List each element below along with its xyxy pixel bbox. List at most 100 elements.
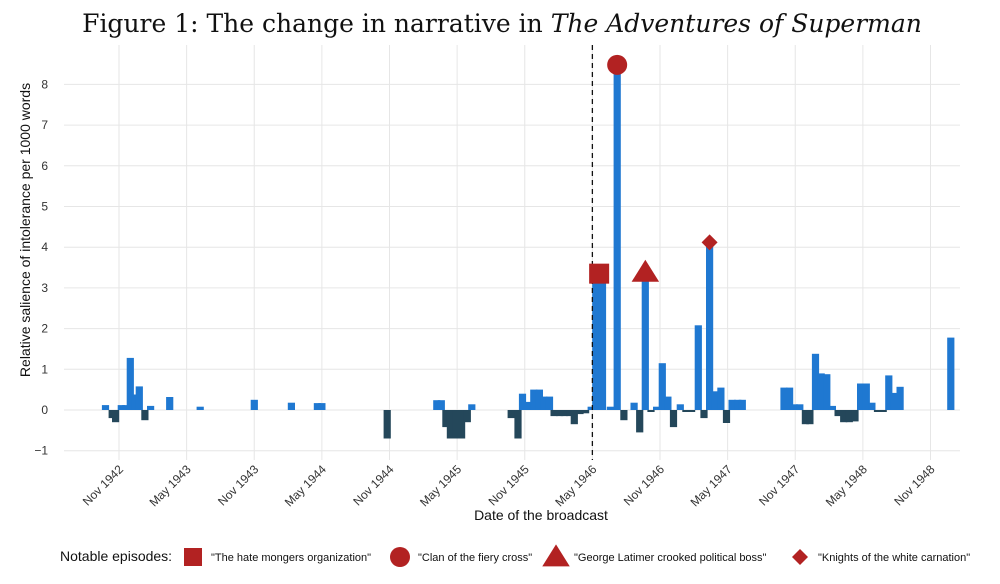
bar-13 [287, 402, 295, 410]
bar-48 [641, 272, 649, 410]
bar-5 [126, 357, 134, 410]
bar-56 [688, 410, 696, 412]
bar-82 [868, 402, 876, 410]
bar-71 [806, 410, 814, 425]
bar-37 [570, 410, 578, 425]
bar-4 [122, 405, 130, 410]
bar-7 [135, 386, 143, 410]
y-tick-label: −1 [34, 444, 48, 458]
bar-43 [606, 406, 614, 410]
bar-61 [717, 387, 725, 410]
x-tick-label: Nov 1947 [756, 462, 802, 508]
bar-51 [658, 363, 666, 410]
x-tick-label: Nov 1945 [486, 462, 532, 508]
bar-83 [873, 410, 882, 412]
bar-31 [540, 396, 548, 410]
bars [101, 66, 955, 439]
y-tick-label: 1 [41, 362, 48, 376]
x-tick-label: May 1944 [282, 462, 329, 509]
bar-67 [786, 387, 794, 410]
chart-title-prefix: Figure 1: The change in narrative in [82, 9, 551, 38]
bar-70 [801, 410, 809, 425]
y-tick-label: 6 [41, 159, 48, 173]
bar-81 [862, 383, 870, 410]
x-axis-label: Date of the broadcast [474, 507, 608, 523]
bar-18 [437, 400, 445, 410]
markers [589, 54, 718, 284]
legend-marker-circle [390, 547, 410, 567]
bar-64 [734, 399, 742, 410]
bar-80 [857, 383, 865, 410]
bar-24 [468, 404, 476, 410]
y-tick-label: 4 [41, 240, 48, 254]
episode-marker-circle [607, 54, 628, 75]
y-tick-label: 0 [41, 403, 48, 417]
bar-15 [318, 403, 326, 410]
bar-35 [560, 410, 568, 417]
bar-2 [112, 410, 120, 423]
bar-75 [828, 405, 836, 410]
bar-54 [676, 404, 684, 410]
x-tick-label: Nov 1946 [621, 462, 667, 508]
bar-72 [811, 353, 820, 410]
bar-73 [817, 373, 825, 410]
bar-8 [141, 410, 149, 421]
x-tick-label: May 1945 [417, 462, 464, 509]
bar-52 [664, 396, 672, 410]
legend-label: "Knights of the white carnation" [818, 552, 970, 564]
bar-74 [823, 374, 831, 410]
y-tick-label: 2 [41, 322, 48, 336]
bar-0 [101, 405, 110, 410]
bar-53 [669, 410, 678, 428]
bar-47 [636, 410, 644, 433]
legend: Notable episodes: "The hate mongers orga… [60, 544, 970, 567]
bar-78 [845, 410, 853, 423]
bar-50 [653, 406, 661, 410]
bar-10 [166, 397, 174, 410]
legend-label: "Clan of the fiery cross" [418, 552, 532, 564]
bar-9 [147, 405, 155, 410]
legend-marker-square [184, 548, 202, 566]
bar-77 [840, 410, 848, 423]
bar-34 [556, 410, 564, 417]
legend-label: "The hate mongers organization" [211, 552, 371, 564]
bar-88 [947, 337, 955, 410]
bar-85 [885, 375, 893, 410]
bar-76 [834, 410, 842, 417]
bar-12 [250, 399, 258, 410]
bar-84 [879, 410, 887, 412]
episode-marker-diamond [701, 234, 718, 251]
bar-30 [535, 389, 543, 410]
bar-29 [530, 389, 538, 410]
bar-11 [196, 406, 204, 410]
x-tick-label: May 1943 [147, 462, 194, 509]
episode-marker-square [589, 263, 610, 284]
bar-32 [545, 396, 554, 410]
bar-44 [613, 66, 621, 410]
bar-45 [620, 410, 628, 421]
legend-label: "George Latimer crooked political boss" [574, 552, 767, 564]
bar-60 [711, 391, 719, 410]
bar-27 [518, 393, 527, 410]
bar-40 [587, 406, 595, 410]
y-axis-label: Relative salience of intolerance per 100… [17, 83, 33, 377]
bar-19 [442, 410, 450, 428]
y-tick-label: 5 [41, 200, 48, 214]
bar-36 [566, 410, 574, 417]
bar-65 [738, 399, 746, 410]
bar-87 [896, 386, 904, 410]
bar-14 [313, 403, 321, 410]
bar-49 [647, 410, 655, 412]
bar-20 [446, 410, 454, 439]
bar-86 [890, 392, 898, 410]
bar-22 [458, 410, 466, 439]
y-tick-label: 8 [41, 77, 48, 91]
x-tick-label: May 1948 [823, 462, 870, 509]
bar-69 [796, 404, 804, 410]
bar-38 [576, 410, 584, 415]
x-tick-label: Nov 1948 [891, 462, 937, 508]
bar-46 [630, 402, 638, 410]
bar-3 [117, 405, 125, 410]
bar-55 [682, 410, 690, 412]
